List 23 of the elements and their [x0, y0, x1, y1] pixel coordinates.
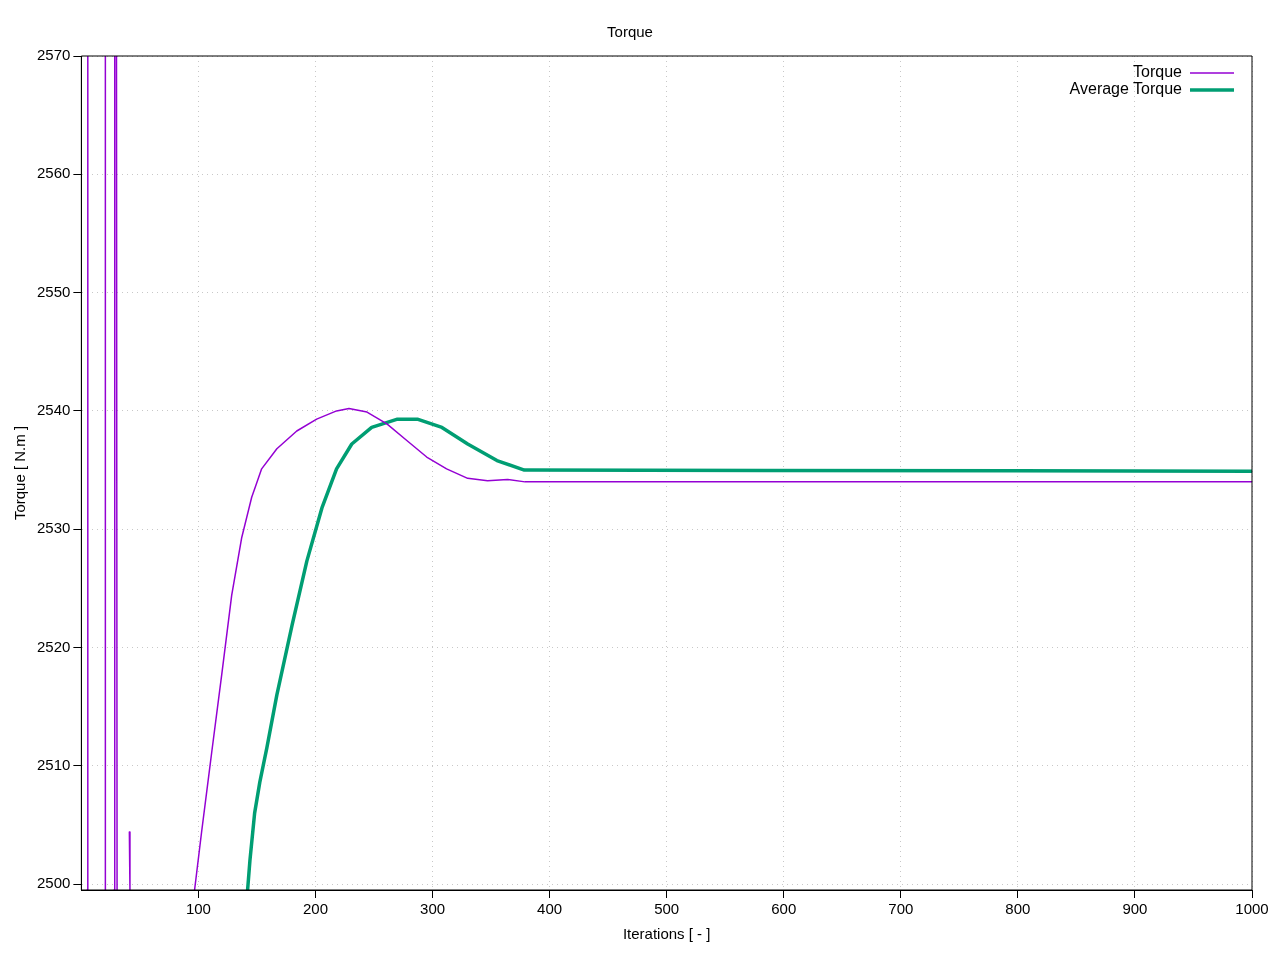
y-tick-label: 2520	[36, 637, 71, 655]
x-tick-label: 1000	[1235, 900, 1269, 918]
x-tick-label: 500	[654, 900, 680, 918]
y-axis-title: Torque [ N.m ]	[11, 425, 29, 521]
x-axis-title: Iterations [ - ]	[622, 925, 711, 943]
y-tick-label: 2530	[36, 519, 71, 537]
x-tick-label: 200	[302, 900, 329, 918]
chart-title: Torque	[607, 23, 653, 41]
y-tick-label: 2550	[36, 282, 71, 300]
legend-label: Average Torque	[1069, 80, 1183, 98]
legend-label: Torque	[1133, 63, 1183, 81]
x-tick-label: 900	[1122, 900, 1148, 918]
y-tick-label: 2560	[36, 164, 71, 182]
x-tick-label: 400	[537, 900, 563, 918]
x-tick-label: 700	[888, 900, 914, 918]
y-tick-label: 2540	[36, 401, 71, 419]
x-tick-label: 300	[420, 900, 446, 918]
x-tick-label: 800	[1005, 900, 1031, 918]
y-tick-label: 2570	[36, 46, 71, 64]
x-tick-label: 100	[185, 900, 211, 918]
x-tick-label: 600	[771, 900, 797, 918]
y-tick-label: 2500	[36, 874, 71, 892]
y-tick-label: 2510	[36, 755, 71, 773]
